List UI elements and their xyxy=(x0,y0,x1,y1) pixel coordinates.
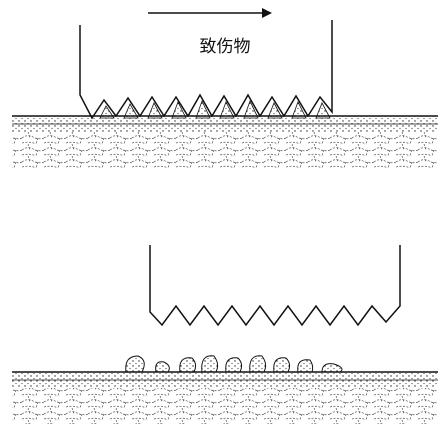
debris-lower xyxy=(126,356,342,372)
diagram: 致伤物 xyxy=(0,0,440,430)
direction-arrow xyxy=(148,8,272,18)
tool-lower xyxy=(150,245,400,325)
tissue-upper xyxy=(12,132,438,168)
tissue-lower xyxy=(12,388,438,424)
label: 致伤物 xyxy=(200,37,251,57)
tool-upper xyxy=(80,20,332,118)
